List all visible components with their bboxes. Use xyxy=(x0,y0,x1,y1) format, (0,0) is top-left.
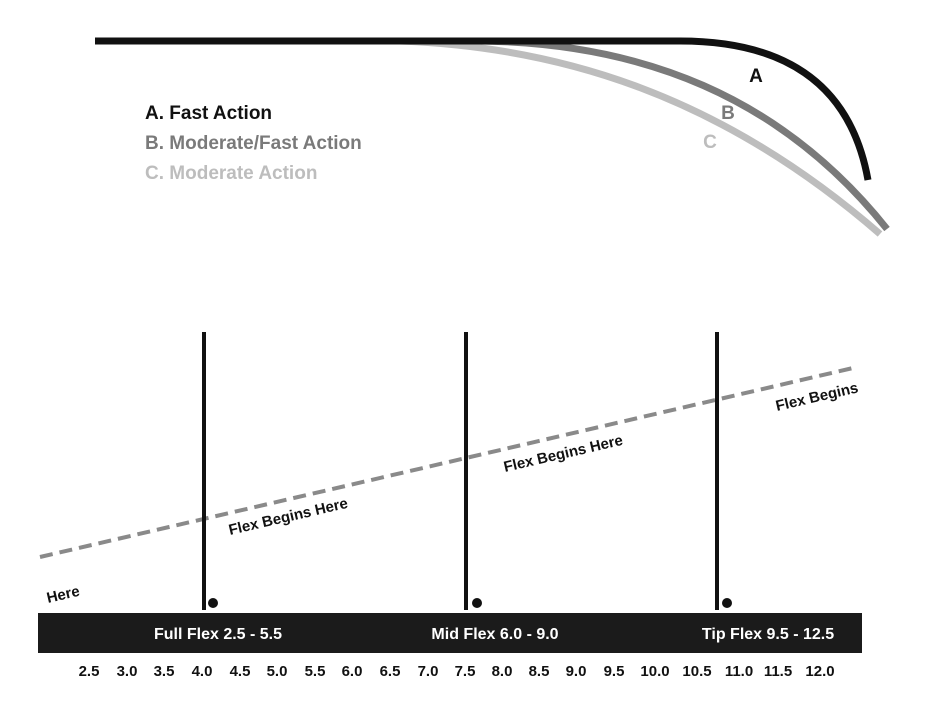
scale-number: 6.0 xyxy=(342,663,363,680)
flex-zone-band xyxy=(38,613,862,653)
scale-number: 3.5 xyxy=(154,663,175,680)
scale-number: 4.0 xyxy=(192,663,213,680)
curve-fast-action xyxy=(95,37,872,181)
scale-number: 8.5 xyxy=(529,663,550,680)
scale-number: 5.0 xyxy=(267,663,288,680)
scale-number: 7.0 xyxy=(418,663,439,680)
mid-flex-dot xyxy=(472,598,482,608)
scale-number: 8.0 xyxy=(492,663,513,680)
flex-begins-label-full: Flex Begins Here xyxy=(227,495,349,539)
scale-number: 2.5 xyxy=(79,663,100,680)
scale-number: 9.0 xyxy=(566,663,587,680)
legend-moderate-action: C. Moderate Action xyxy=(145,163,317,184)
legend-moderate-fast-action: B. Moderate/Fast Action xyxy=(145,133,362,154)
scale-number: 7.5 xyxy=(455,663,476,680)
legend-fast-action: A. Fast Action xyxy=(145,103,272,124)
full-flex-label: Full Flex 2.5 - 5.5 xyxy=(154,626,282,643)
tip-flex-label: Tip Flex 9.5 - 12.5 xyxy=(702,626,834,643)
flex-here-label-left: Here xyxy=(45,583,81,607)
curve-letter-c: C xyxy=(703,132,717,153)
scale-number: 9.5 xyxy=(604,663,625,680)
legend: A. Fast Action B. Moderate/Fast Action C… xyxy=(145,103,362,184)
scale-number: 10.0 xyxy=(640,663,669,680)
scale-number: 4.5 xyxy=(230,663,251,680)
scale-number: 11.0 xyxy=(725,663,753,680)
tip-flex-dot xyxy=(722,598,732,608)
full-flex-dot xyxy=(208,598,218,608)
scale-number: 3.0 xyxy=(117,663,138,680)
flex-begins-line xyxy=(39,366,854,559)
curve-letter-a: A xyxy=(749,66,763,87)
scale-number: 5.5 xyxy=(305,663,326,680)
scale-number: 10.5 xyxy=(682,663,711,680)
curve-letter-b: B xyxy=(721,103,735,124)
flex-scale: 2.5 3.0 3.5 4.0 4.5 5.0 5.5 6.0 6.5 7.0 7.5 8.0 8.5 9… xyxy=(79,663,835,680)
action-curves xyxy=(95,37,890,237)
mid-flex-label: Mid Flex 6.0 - 9.0 xyxy=(431,626,558,643)
flex-begins-label-mid: Flex Begins Here xyxy=(502,432,624,476)
scale-number: 6.5 xyxy=(380,663,401,680)
scale-number: 12.0 xyxy=(805,663,834,680)
flex-markers xyxy=(202,332,732,610)
scale-number: 11.5 xyxy=(764,663,792,680)
